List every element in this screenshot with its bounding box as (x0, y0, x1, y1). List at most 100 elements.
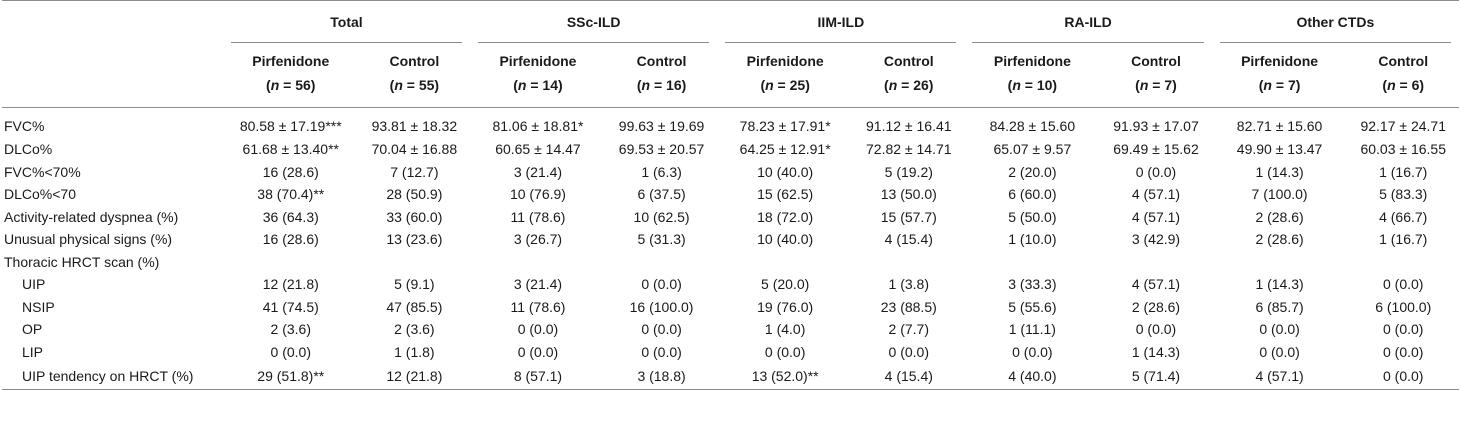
table-cell: 3 (21.4) (513, 276, 563, 293)
table-cell: 0 (0.0) (270, 343, 311, 360)
table-cell: 18 (72.0) (757, 208, 814, 225)
row-label: DLCo%<70 (4, 186, 76, 203)
table-row: NSIP 41 (74.5) 47 (85.5) 11 (78.6) 16 (100.0… (2, 296, 1459, 319)
table-cell: 0 (0.0) (517, 321, 559, 338)
subheader-n-count: (n = 10) (964, 77, 1101, 108)
table-cell: 0 (0.0) (888, 343, 929, 360)
table-cell: 82.71 ± 15.60 (1236, 118, 1323, 134)
table-cell: 93.81 ± 18.32 (371, 118, 458, 134)
table-cell: 5 (9.1) (394, 276, 435, 293)
table-row: UIP 12 (21.8) 5 (9.1) 3 (21.4) 0 (0.0) 5 (20.… (2, 273, 1459, 296)
table-cell: 2 (20.0) (1008, 163, 1057, 180)
table-cell: 15 (57.7) (880, 208, 937, 225)
table-cell: 5 (83.3) (1379, 186, 1428, 203)
table-cell: 4 (57.1) (1211, 363, 1348, 390)
table-cell: 2 (3.6) (270, 321, 311, 338)
n-variable: n (641, 77, 651, 93)
subheader-label-row: Pirfenidone Control Pirfenidone Control Pirf… (2, 43, 1459, 77)
n-open-paren: ( (884, 77, 889, 93)
table-row: FVC% 80.58 ± 17.19*** 93.81 ± 18.32 81.06 ±… (2, 108, 1459, 139)
table-cell: 4 (57.1) (1131, 276, 1181, 293)
table-header: Total SSc-ILD IIM-ILD RA-ILD Other CTDs … (2, 0, 1459, 108)
table-cell: 23 (88.5) (880, 298, 937, 315)
table-cell: 3 (26.7) (513, 231, 563, 248)
table-cell: 0 (0.0) (1259, 343, 1300, 360)
table-cell: 6 (85.7) (1255, 298, 1304, 315)
table-cell: 0 (0.0) (641, 321, 682, 338)
table-cell: 60.03 ± 16.55 (1360, 141, 1446, 158)
table-cell (606, 251, 717, 274)
row-label: FVC% (4, 118, 45, 134)
table-row: OP 2 (3.6) 2 (3.6) 0 (0.0) 0 (0.0) 1 (4.0) 2 (… (2, 318, 1459, 341)
group-header-other-ctds: Other CTDs (1211, 0, 1459, 43)
table-cell: 29 (51.8)** (222, 363, 359, 390)
subheader-n-count: (n = 6) (1347, 77, 1459, 108)
table-cell: 2 (7.7) (888, 321, 929, 338)
n-open-paren: ( (1382, 77, 1388, 93)
table-cell: 65.07 ± 9.57 (993, 141, 1072, 158)
table-cell: 70.04 ± 16.88 (371, 141, 458, 158)
table-cell: 1 (14.3) (1131, 343, 1181, 360)
table-cell: 10 (40.0) (757, 163, 814, 180)
table-cell: 8 (57.1) (470, 363, 606, 390)
n-value: = 25) (773, 77, 810, 93)
subheader-n-count: (n = 14) (470, 77, 606, 108)
table-cell: 1 (16.7) (1379, 163, 1428, 180)
table-row: Unusual physical signs (%) 16 (28.6) 13 (2… (2, 228, 1459, 251)
table-cell (717, 251, 853, 274)
results-table: Total SSc-ILD IIM-ILD RA-ILD Other CTDs … (2, 0, 1459, 390)
table-cell (359, 251, 470, 274)
n-value: = 7) (1271, 77, 1301, 93)
table-cell: 5 (71.4) (1100, 363, 1212, 390)
table-cell: 6 (60.0) (1008, 186, 1057, 203)
table-row: FVC%<70% 16 (28.6) 7 (12.7) 3 (21.4) 1 (6.3)… (2, 161, 1459, 184)
n-value: = 56) (279, 77, 316, 93)
row-label: UIP (22, 276, 46, 293)
table-cell: 47 (85.5) (386, 298, 443, 315)
group-header-total: Total (222, 0, 471, 43)
table-cell: 69.49 ± 15.62 (1113, 141, 1199, 158)
table-cell: 41 (74.5) (262, 298, 319, 315)
table-cell: 13 (52.0)** (717, 363, 854, 390)
row-label: Thoracic HRCT scan (%) (4, 253, 160, 270)
table-cell: 1 (6.3) (641, 163, 682, 180)
table-cell: 0 (0.0) (641, 276, 682, 293)
table-cell: 7 (12.7) (390, 163, 439, 180)
n-value: = 16) (650, 77, 687, 93)
table-cell: 10 (76.9) (509, 186, 566, 203)
table-cell: 81.06 ± 18.81* (492, 118, 584, 134)
row-label: FVC%<70% (4, 163, 81, 180)
table-cell: 16 (100.0) (629, 298, 694, 315)
n-variable: n (1012, 77, 1021, 93)
table-cell: 13 (23.6) (386, 231, 443, 248)
table-row: DLCo% 61.68 ± 13.40** 70.04 ± 16.88 60.65 ±… (2, 138, 1459, 161)
row-label: Unusual physical signs (%) (4, 231, 173, 248)
subheader-arm-label: Pirfenidone (252, 53, 330, 69)
n-variable: n (394, 77, 403, 93)
table-cell: 11 (78.6) (510, 208, 566, 225)
table-cell: 0 (0.0) (764, 343, 806, 360)
n-value: = 26) (897, 77, 934, 93)
subheader-n-count: (n = 7) (1100, 77, 1212, 108)
table-cell: 0 (0.0) (1382, 321, 1424, 338)
n-open-paren: ( (636, 77, 642, 93)
n-open-paren: ( (1258, 77, 1264, 93)
subheader-arm-label: Control (636, 53, 687, 69)
table-cell: 16 (28.6) (262, 231, 319, 248)
table-cell: 0 (0.0) (517, 343, 559, 360)
table-cell: 0 (0.0) (641, 343, 682, 360)
n-variable: n (888, 77, 898, 93)
table-cell: 1 (3.8) (888, 276, 929, 293)
table-cell: 15 (62.5) (757, 186, 814, 203)
table-cell: 92.17 ± 24.71 (1360, 118, 1446, 134)
table-cell: 99.63 ± 19.69 (618, 118, 705, 134)
table-cell: 1 (11.1) (1008, 321, 1056, 338)
table-cell: 4 (40.0) (964, 363, 1101, 390)
n-value: = 55) (402, 77, 440, 93)
table-cell: 3 (33.3) (1008, 276, 1057, 293)
row-label: UIP tendency on HRCT (%) (2, 363, 223, 390)
table-cell (470, 251, 606, 274)
n-variable: n (270, 77, 280, 93)
table-cell: 3 (18.8) (605, 363, 718, 390)
n-open-paren: ( (1135, 77, 1140, 93)
